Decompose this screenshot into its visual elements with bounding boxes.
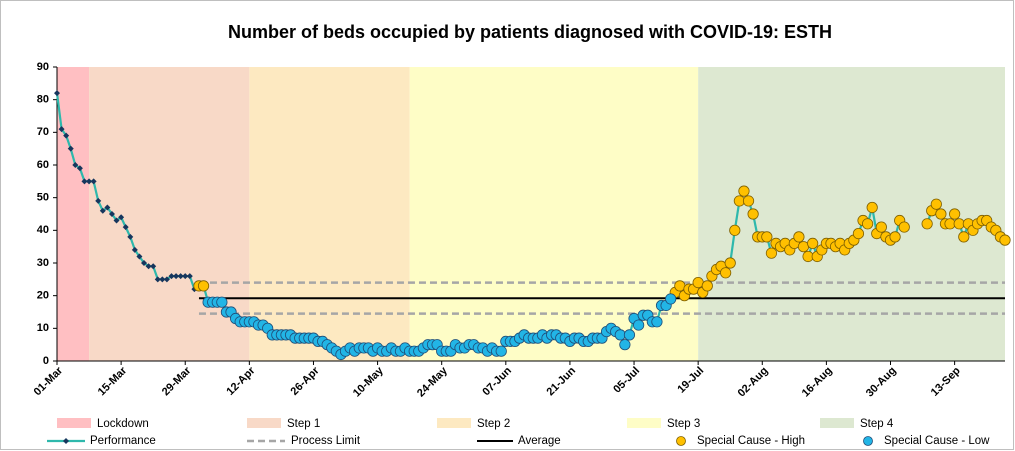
legend-label: Step 4 [860,418,894,430]
performance-marker [122,224,129,231]
special-low-point [665,293,677,305]
legend-label: Step 3 [667,418,700,430]
legend-label: Average [518,435,561,447]
y-tick-label: 40 [37,224,49,236]
legend-label: Process Limit [291,435,361,447]
y-tick-label: 0 [43,355,49,367]
performance-marker [145,263,152,270]
special-high-point [720,267,732,279]
performance-marker [108,211,115,217]
performance-marker [163,276,170,283]
special-high-point [958,231,970,243]
special-high-point [999,234,1011,246]
y-tick-label: 20 [37,290,49,302]
special-low-point [651,316,663,328]
special-high-point [701,280,713,292]
performance-marker [118,214,125,221]
performance-marker [104,204,111,211]
legend-label: Performance [90,435,156,447]
legend-label: Step 2 [477,418,510,430]
performance-marker [168,273,175,280]
chart-title: Number of beds occupied by patients diag… [228,22,832,42]
special-high-point [747,208,759,220]
legend-marker [676,436,686,446]
performance-marker [173,273,180,280]
y-tick-label: 60 [37,159,49,171]
special-high-point [793,231,805,243]
performance-marker [131,246,138,253]
special-low-point [633,319,645,331]
legend-label: Lockdown [97,418,149,430]
performance-marker [127,233,134,240]
y-tick-label: 90 [37,61,49,73]
performance-marker [81,178,88,185]
performance-marker [76,165,83,172]
special-high-point [761,231,773,243]
legend-marker [63,438,69,444]
performance-marker [86,178,93,185]
legend-marker [863,436,873,446]
special-high-point [889,231,901,243]
performance-marker [177,273,184,280]
performance-marker [95,197,102,204]
phase-band [249,67,410,361]
special-high-point [875,221,887,233]
special-high-point [742,195,755,207]
performance-marker [159,276,166,283]
special-high-point [724,257,736,269]
special-low-point [619,339,631,351]
legend-swatch [247,418,281,428]
y-tick-label: 30 [37,257,49,269]
legend-label: Special Cause - Low [884,435,990,447]
legend-swatch [437,418,471,428]
y-tick-label: 70 [37,126,49,138]
performance-marker [58,126,65,133]
performance-marker [54,90,60,97]
special-high-point [898,221,910,233]
y-tick-label: 10 [37,322,49,334]
special-low-point [216,296,228,308]
performance-marker [182,273,189,280]
special-high-point [765,247,778,259]
special-high-point [949,208,961,220]
performance-marker [150,263,157,270]
performance-marker [186,273,193,280]
performance-marker [141,260,148,266]
performance-marker [99,207,106,214]
y-tick-label: 50 [37,192,49,204]
special-high-point [862,218,874,230]
legend-swatch [57,418,91,428]
special-high-point [930,198,942,210]
performance-marker [90,178,97,185]
special-high-point [935,208,947,220]
performance-marker [63,132,70,139]
special-low-point [495,345,507,357]
y-tick-label: 80 [37,94,49,106]
performance-marker [113,217,120,224]
performance-marker [136,253,143,260]
special-high-point [738,185,750,197]
performance-marker [72,162,79,168]
special-high-point [921,218,933,230]
legend-label: Special Cause - High [697,435,805,447]
legend-swatch [820,418,854,428]
special-high-point [197,280,210,292]
legend-swatch [627,418,661,428]
performance-marker [154,276,161,283]
legend-label: Step 1 [287,418,320,430]
special-high-point [866,201,878,214]
special-low-point [623,329,636,341]
phase-band [57,67,90,361]
special-high-point [729,224,741,236]
special-high-point [807,237,819,249]
performance-marker [67,145,74,152]
special-high-point [852,228,865,240]
